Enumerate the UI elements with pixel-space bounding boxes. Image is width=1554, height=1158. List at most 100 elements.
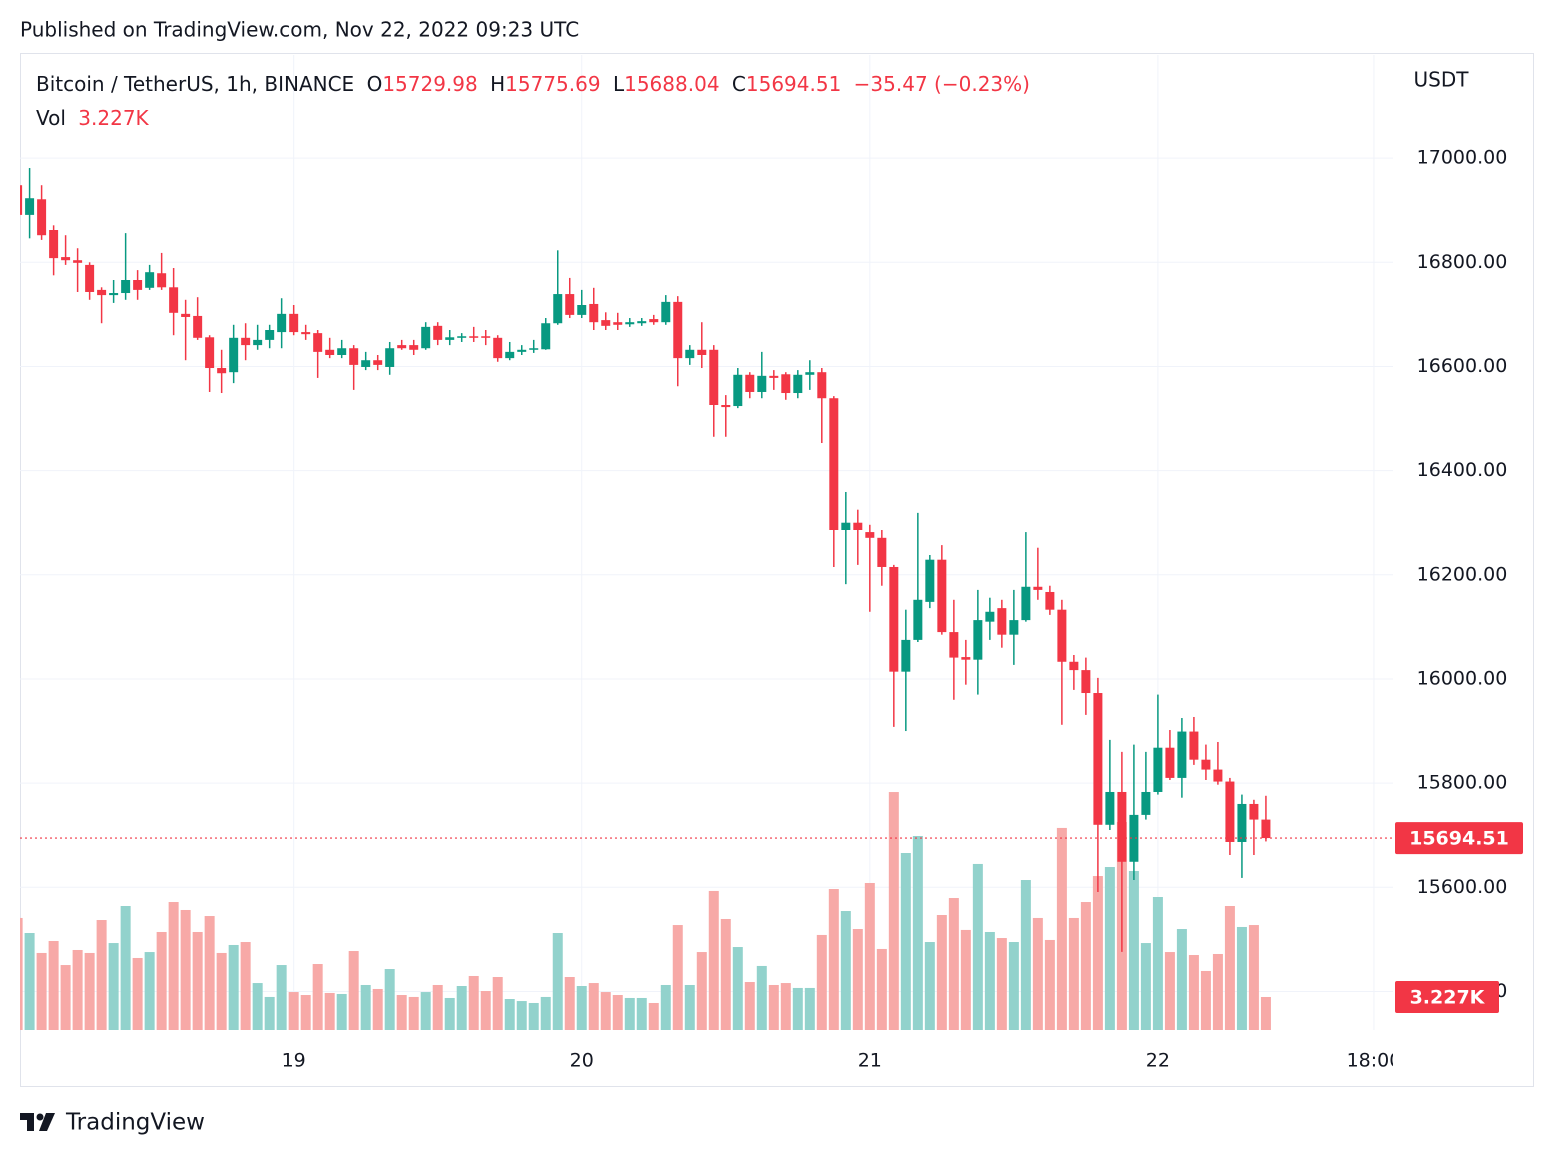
candle-body	[541, 323, 551, 350]
volume-bar	[876, 948, 887, 1030]
candle-body	[265, 330, 275, 340]
volume-bar	[1260, 996, 1271, 1030]
candle-body	[565, 294, 575, 315]
candle-body	[757, 375, 767, 392]
candle-body	[997, 608, 1007, 635]
volume-bar	[192, 931, 203, 1030]
volume-bar	[156, 931, 167, 1030]
ohlc-letter: H	[490, 72, 505, 96]
candle-body	[1009, 620, 1019, 635]
volume-bar	[888, 792, 899, 1030]
candle-body	[661, 301, 671, 323]
volume-bar	[348, 951, 359, 1030]
candle-body	[721, 405, 731, 408]
candle-body	[601, 320, 611, 326]
volume-bar	[588, 983, 599, 1030]
candle-body	[349, 348, 359, 365]
candle-body	[1033, 586, 1043, 590]
candle-body	[20, 185, 23, 215]
candle-body	[241, 337, 251, 346]
volume-bar	[684, 984, 695, 1030]
volume-bar	[840, 911, 851, 1030]
candle-body	[805, 372, 815, 375]
candle-body	[1213, 769, 1223, 782]
volume-bar	[1212, 953, 1223, 1030]
volume-bar	[924, 942, 935, 1030]
volume-bar	[168, 902, 179, 1030]
candle-body	[49, 230, 59, 259]
plot-area	[20, 168, 1393, 1030]
candle-body	[817, 372, 827, 399]
candle-body	[781, 374, 791, 394]
volume-bar	[864, 882, 875, 1030]
ohlc-value: 15729.98	[382, 72, 477, 96]
candle-body	[529, 348, 539, 350]
candle-body	[937, 559, 947, 633]
volume-bar	[108, 943, 119, 1030]
candle-body	[121, 280, 131, 294]
y-tick-label: 17000.00	[1417, 147, 1508, 169]
volume-bar	[252, 983, 263, 1030]
candle-body	[1201, 759, 1211, 770]
candle-body	[481, 336, 491, 338]
volume-bar	[852, 929, 863, 1030]
candle-body	[649, 319, 659, 323]
candle-body	[193, 315, 203, 338]
volume-value: 3.227K	[78, 106, 149, 130]
volume-bar	[1248, 925, 1259, 1030]
volume-bar	[600, 992, 611, 1030]
time-axis: 19 20 21 22 18:00	[282, 1050, 1393, 1072]
ohlc-letter: L	[613, 72, 625, 96]
candle-body	[421, 326, 431, 349]
volume-bar	[132, 957, 143, 1030]
legend-line: Bitcoin / TetherUS, 1h, BINANCE O15729.9…	[36, 72, 1030, 96]
candle-body	[1189, 731, 1199, 760]
volume-bar	[408, 996, 419, 1030]
candle-body	[769, 375, 779, 378]
volume-bar	[972, 863, 983, 1030]
candle-body	[949, 632, 959, 658]
candle-body	[961, 657, 971, 660]
volume-bar	[732, 947, 743, 1030]
candle-body	[97, 289, 107, 296]
volume-bar	[20, 917, 23, 1030]
volume-bar	[300, 995, 311, 1030]
ohlc-value: 15688.04	[624, 72, 719, 96]
change-percent: (−0.23%)	[934, 72, 1030, 96]
volume-bar	[900, 853, 911, 1030]
candle-body	[109, 293, 119, 296]
volume-bar	[576, 986, 587, 1030]
volume-bar	[960, 929, 971, 1030]
volume-bar	[384, 969, 395, 1030]
volume-bar	[696, 952, 707, 1030]
candle-body	[1141, 791, 1151, 815]
volume-bar	[780, 983, 791, 1030]
x-tick-label: 21	[858, 1050, 882, 1072]
candle-body	[217, 368, 227, 374]
volume-bar	[444, 997, 455, 1030]
volume-bar	[1020, 880, 1031, 1030]
logo: TradingView	[20, 1110, 205, 1136]
candle-body	[577, 305, 587, 315]
volume-bar	[612, 995, 623, 1030]
candle-body	[829, 398, 839, 530]
volume-title: Vol	[36, 106, 66, 130]
candle-body	[301, 332, 311, 335]
candle-body	[1237, 803, 1247, 842]
volume-bar	[804, 987, 815, 1030]
volume-bar	[84, 952, 95, 1030]
candle-body	[1249, 803, 1259, 820]
candle-body	[793, 374, 803, 394]
volume-bar	[360, 984, 371, 1030]
volume-bar	[372, 988, 383, 1030]
volume-bar	[312, 964, 323, 1030]
candle-body	[889, 566, 899, 672]
candle-body	[169, 287, 179, 313]
candle-body	[1261, 819, 1271, 839]
candle-body	[913, 599, 923, 640]
volume-bar	[1176, 929, 1187, 1030]
candle-body	[841, 522, 851, 530]
candle-body	[493, 337, 503, 359]
candle-body	[625, 322, 635, 325]
